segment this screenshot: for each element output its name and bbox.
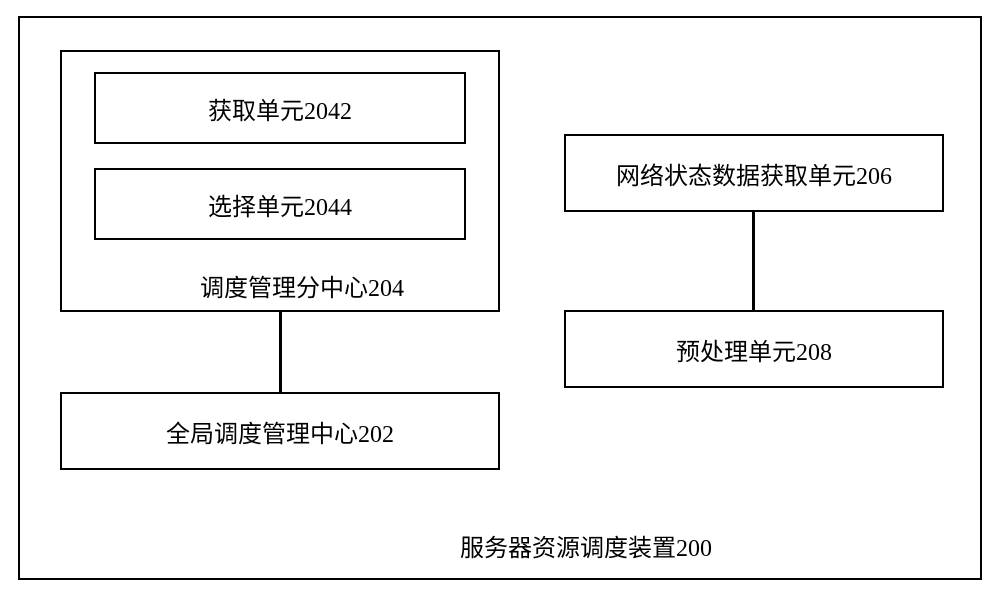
diagram-canvas: 获取单元2042 选择单元2044 调度管理分中心204 全局调度管理中心202… xyxy=(0,0,1000,596)
left-connector xyxy=(279,312,282,392)
preprocess-unit-label: 预处理单元208 xyxy=(676,332,832,367)
global-dispatch-center-label: 全局调度管理中心202 xyxy=(166,414,394,449)
right-connector xyxy=(752,212,755,310)
select-unit-box: 选择单元2044 xyxy=(94,168,466,240)
network-status-unit-box: 网络状态数据获取单元206 xyxy=(564,134,944,212)
preprocess-unit-box: 预处理单元208 xyxy=(564,310,944,388)
acquire-unit-box: 获取单元2042 xyxy=(94,72,466,144)
outer-device-label: 服务器资源调度装置200 xyxy=(460,528,712,563)
global-dispatch-center-box: 全局调度管理中心202 xyxy=(60,392,500,470)
select-unit-label: 选择单元2044 xyxy=(208,187,352,222)
dispatch-subcenter-label: 调度管理分中心204 xyxy=(200,268,404,303)
network-status-unit-label: 网络状态数据获取单元206 xyxy=(616,156,892,191)
acquire-unit-label: 获取单元2042 xyxy=(208,91,352,126)
